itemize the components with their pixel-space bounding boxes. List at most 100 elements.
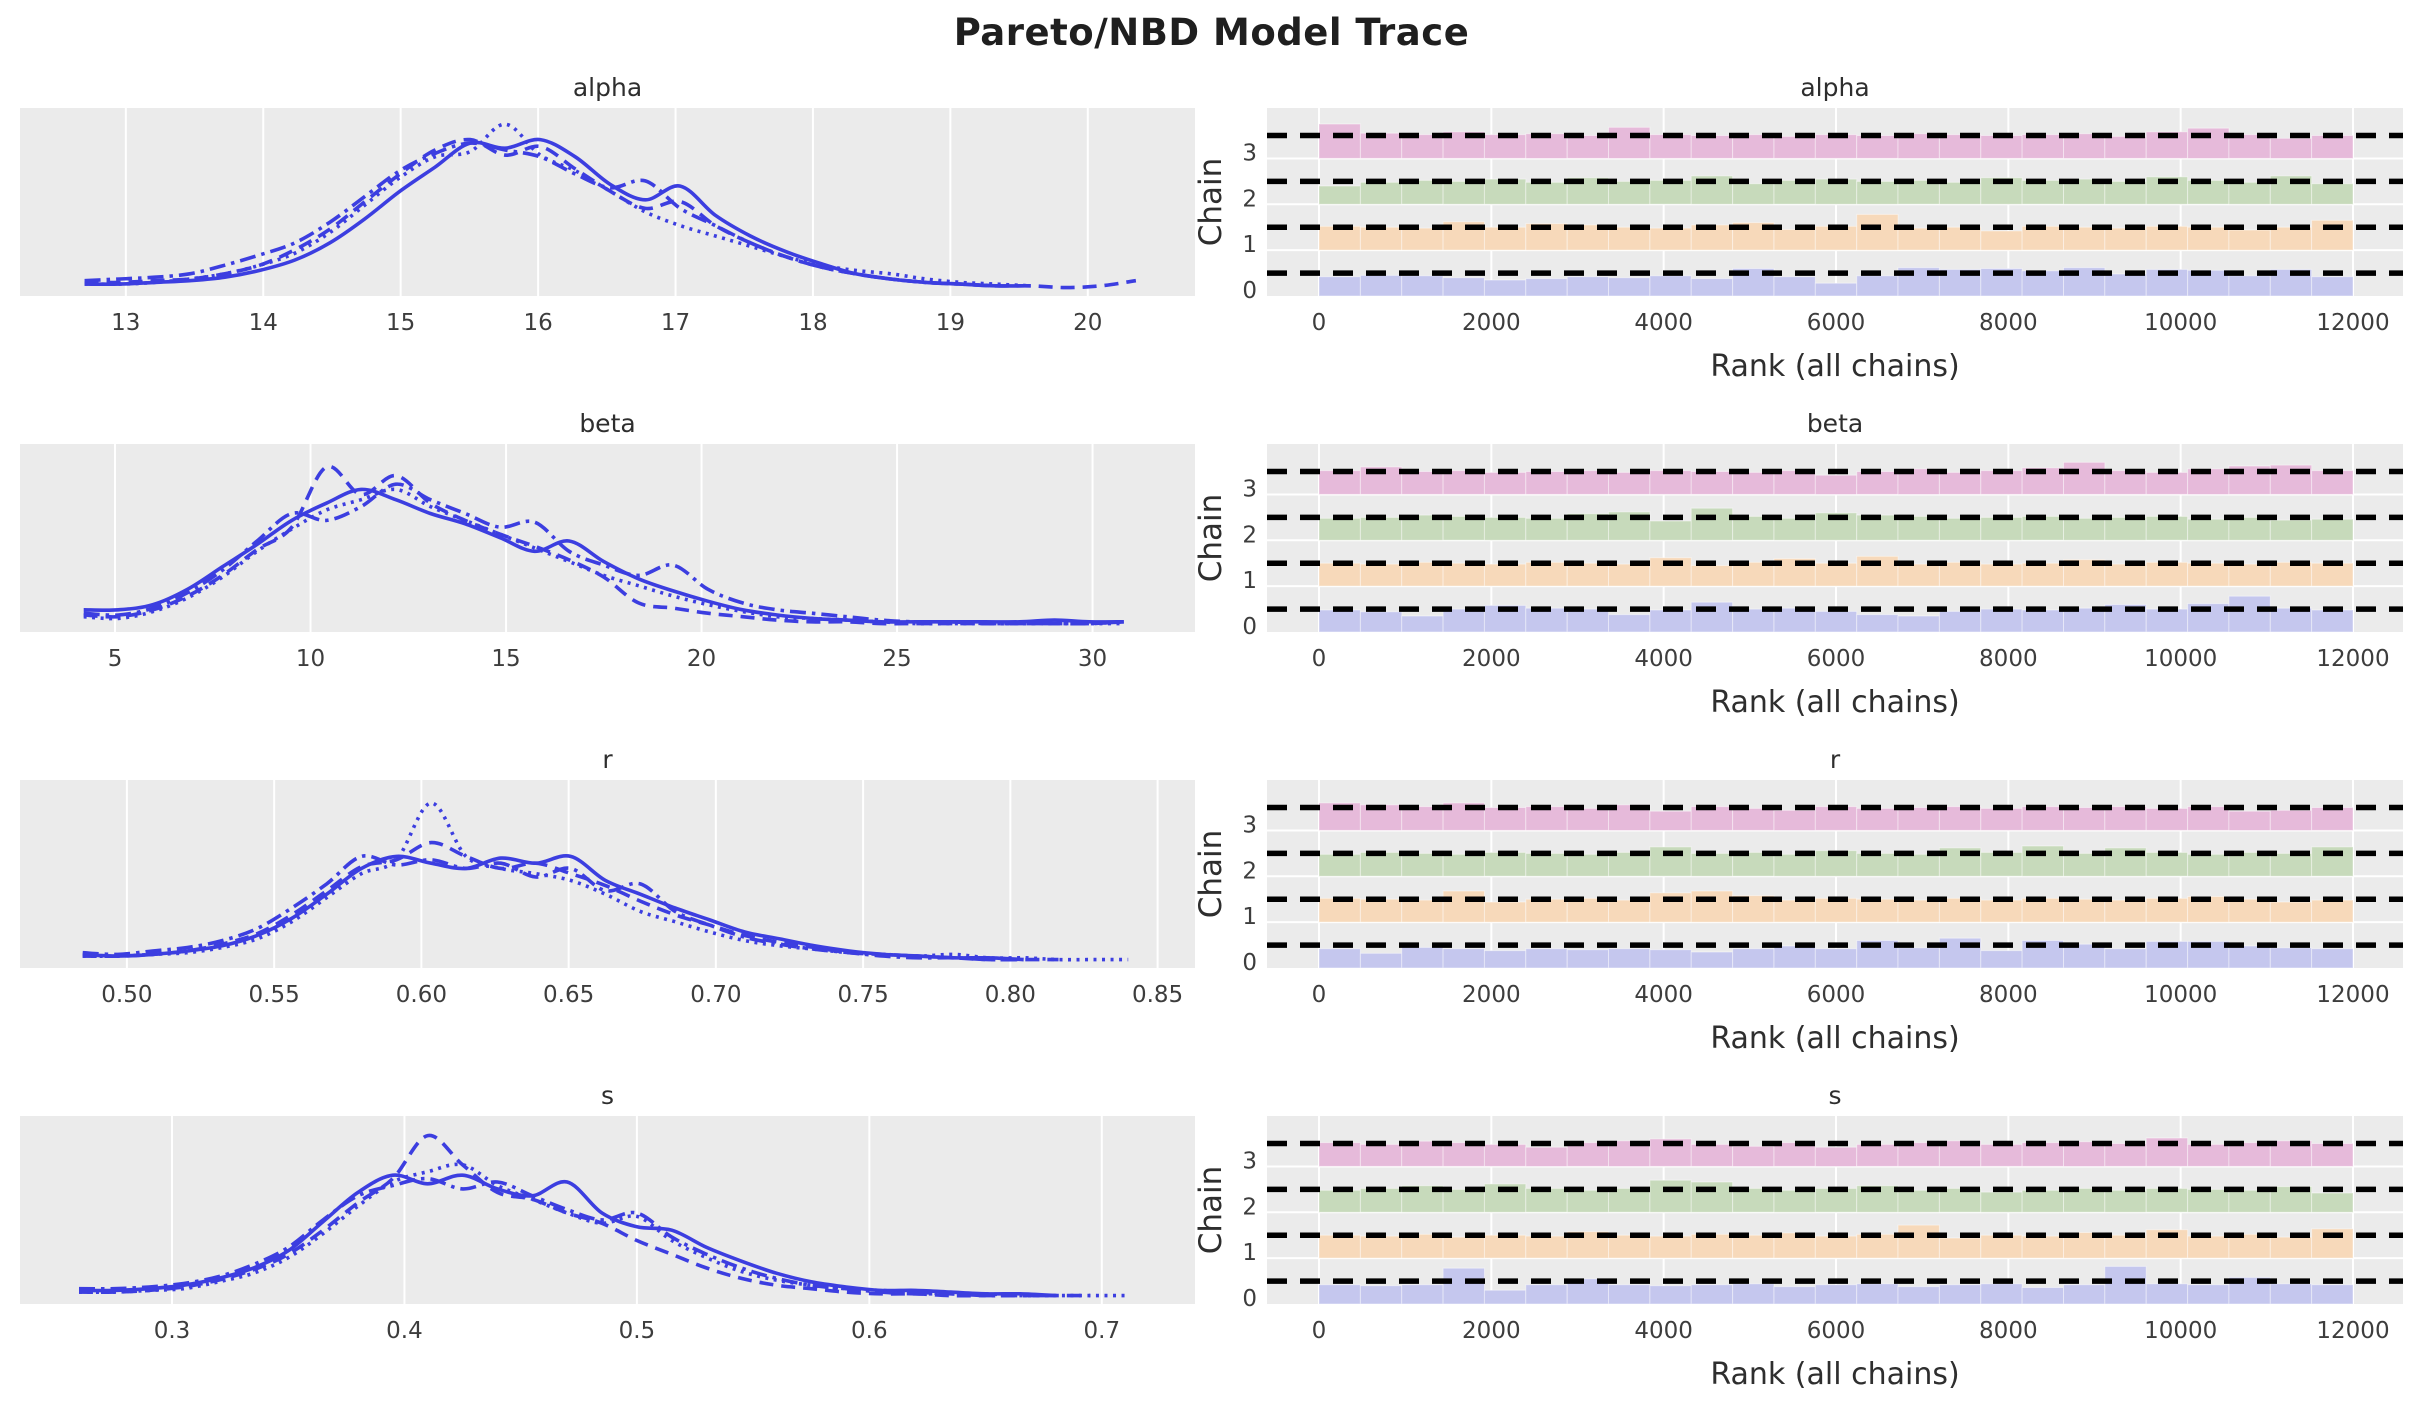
svg-text:12000: 12000 [2316,646,2389,672]
rank-title-r: r [1829,745,1841,774]
svg-text:6000: 6000 [1807,310,1866,336]
svg-text:0: 0 [1312,646,1327,672]
svg-text:8000: 8000 [1979,310,2038,336]
kde-cell-r: r 0.50 0.55 0.60 0.65 0.70 0.75 0.80 0.85 [0,736,1195,1072]
svg-text:8000: 8000 [1979,646,2038,672]
svg-text:0: 0 [1312,1318,1327,1344]
svg-text:0.75: 0.75 [838,982,889,1008]
svg-text:0.65: 0.65 [543,982,594,1008]
kde-plot-s: 0.3 0.4 0.5 0.6 0.7 [20,1116,1195,1344]
svg-text:0.70: 0.70 [690,982,741,1008]
rank-title-beta: beta [1806,409,1864,438]
svg-text:0.60: 0.60 [396,982,447,1008]
svg-text:12000: 12000 [2316,310,2389,336]
svg-text:3: 3 [1242,812,1257,838]
svg-text:0: 0 [1242,1286,1257,1312]
svg-text:Chain: Chain [1195,1166,1229,1255]
rank-title-alpha: alpha [1800,73,1870,102]
svg-text:12000: 12000 [2316,982,2389,1008]
kde-cell-alpha: alpha 13 14 15 16 17 18 19 20 [0,64,1195,400]
rank-plot-s: 0 2000 4000 6000 8000 10000 12000 0 1 2 3 Rank (all… [1195,1116,2403,1392]
svg-text:0.3: 0.3 [154,1318,191,1344]
svg-text:1: 1 [1242,904,1257,930]
rank-cell-r: r 0 2000 4000 6000 8000 10000 12000 0 1 2 3 Rank (a… [1195,736,2423,1072]
svg-text:0: 0 [1242,950,1257,976]
svg-text:13: 13 [111,310,140,336]
kde-cell-beta: beta 5 10 15 20 25 30 [0,400,1195,736]
svg-text:19: 19 [936,310,965,336]
svg-text:1: 1 [1242,1240,1257,1266]
rank-cell-beta: beta 0 2000 4000 6000 8000 10000 12000 0 1 2 3 Rank… [1195,400,2423,736]
kde-title-s: s [600,1081,615,1110]
svg-text:2: 2 [1242,858,1257,884]
svg-text:8000: 8000 [1979,982,2038,1008]
svg-text:6000: 6000 [1807,1318,1866,1344]
svg-text:0.55: 0.55 [249,982,300,1008]
svg-text:25: 25 [882,646,911,672]
svg-text:0.4: 0.4 [386,1318,423,1344]
svg-text:20: 20 [687,646,716,672]
rank-cell-s: s 0 2000 4000 6000 8000 10000 12000 0 1 2 3 Rank (a… [1195,1072,2423,1408]
rank-plot-alpha: 0 2000 4000 6000 8000 10000 12000 0 1 2 3 Rank (all… [1195,108,2403,384]
svg-text:0: 0 [1242,278,1257,304]
svg-text:0.5: 0.5 [619,1318,656,1344]
svg-text:Chain: Chain [1195,494,1229,583]
kde-plot-r: 0.50 0.55 0.60 0.65 0.70 0.75 0.80 0.85 [20,780,1195,1008]
kde-title-r: r [602,745,613,774]
svg-text:0.80: 0.80 [985,982,1036,1008]
figure-title: Pareto/NBD Model Trace [953,10,1470,54]
svg-text:2: 2 [1242,522,1257,548]
svg-text:0.6: 0.6 [851,1318,888,1344]
svg-text:5: 5 [108,646,123,672]
svg-text:10000: 10000 [2144,1318,2217,1344]
kde-title-alpha: alpha [572,73,643,102]
rank-title-s: s [1828,1081,1842,1110]
svg-text:Rank (all chains): Rank (all chains) [1710,1357,1959,1392]
svg-text:2000: 2000 [1462,1318,1521,1344]
svg-text:6000: 6000 [1807,982,1866,1008]
svg-text:0.7: 0.7 [1084,1318,1121,1344]
param-row-alpha: alpha 13 14 15 16 17 18 19 20 alpha 0 2000 4000 60… [0,64,2423,400]
param-row-s: s 0.3 0.4 0.5 0.6 0.7 s 0 2000 4000 6000 8000 100… [0,1072,2423,1408]
svg-text:15: 15 [491,646,520,672]
rank-plot-r: 0 2000 4000 6000 8000 10000 12000 0 1 2 3 Rank (all… [1195,780,2403,1056]
svg-text:4000: 4000 [1634,982,1693,1008]
svg-text:4000: 4000 [1634,310,1693,336]
kde-title-beta: beta [579,409,636,438]
param-row-r: r 0.50 0.55 0.60 0.65 0.70 0.75 0.80 0.85 r 0 20… [0,736,2423,1072]
svg-text:4000: 4000 [1634,1318,1693,1344]
svg-text:2: 2 [1242,1194,1257,1220]
svg-text:1: 1 [1242,232,1257,258]
svg-text:1: 1 [1242,568,1257,594]
svg-text:20: 20 [1073,310,1102,336]
svg-text:3: 3 [1242,1148,1257,1174]
kde-cell-s: s 0.3 0.4 0.5 0.6 0.7 [0,1072,1195,1408]
svg-text:Chain: Chain [1195,830,1229,919]
svg-text:30: 30 [1078,646,1107,672]
rank-plot-beta: 0 2000 4000 6000 8000 10000 12000 0 1 2 3 Rank (all… [1195,444,2403,720]
svg-text:12000: 12000 [2316,1318,2389,1344]
svg-text:Rank (all chains): Rank (all chains) [1710,685,1959,720]
svg-text:0: 0 [1242,614,1257,640]
svg-text:8000: 8000 [1979,1318,2038,1344]
svg-text:0: 0 [1312,982,1327,1008]
svg-text:Rank (all chains): Rank (all chains) [1710,349,1959,384]
kde-plot-alpha: 13 14 15 16 17 18 19 20 [20,108,1195,336]
svg-text:0: 0 [1312,310,1327,336]
svg-text:4000: 4000 [1634,646,1693,672]
svg-text:2000: 2000 [1462,646,1521,672]
svg-text:10: 10 [296,646,325,672]
svg-text:10000: 10000 [2144,646,2217,672]
svg-text:2: 2 [1242,186,1257,212]
svg-text:3: 3 [1242,140,1257,166]
rank-cell-alpha: alpha 0 2000 4000 6000 8000 10000 12000 0 1 2 3 Ran… [1195,64,2423,400]
svg-text:10000: 10000 [2144,310,2217,336]
svg-text:14: 14 [249,310,278,336]
svg-text:6000: 6000 [1807,646,1866,672]
svg-text:2000: 2000 [1462,310,1521,336]
svg-text:3: 3 [1242,476,1257,502]
svg-text:16: 16 [523,310,552,336]
svg-text:10000: 10000 [2144,982,2217,1008]
kde-plot-beta: 5 10 15 20 25 30 [20,444,1195,672]
